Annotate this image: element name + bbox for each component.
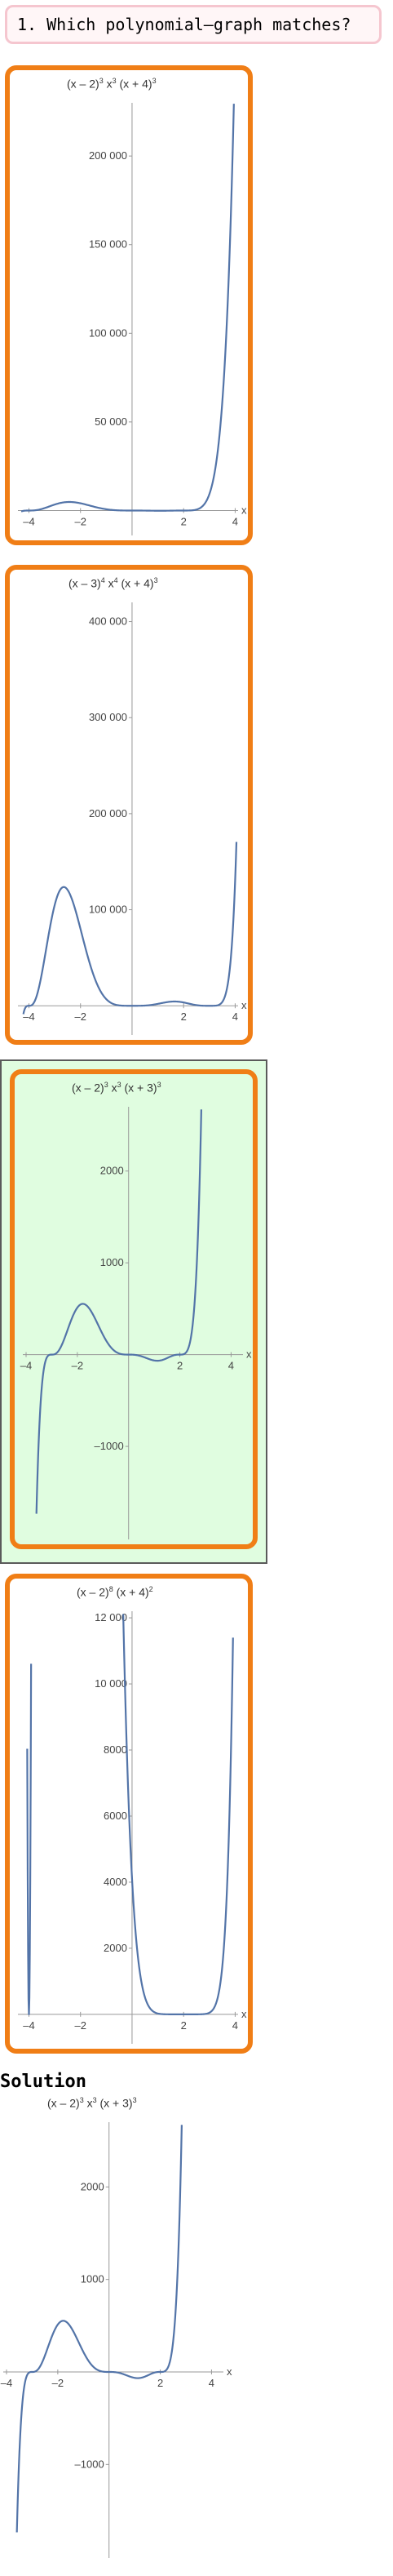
x-tick-label: –2 bbox=[74, 2019, 86, 2032]
y-tick-label: 400 000 bbox=[89, 615, 127, 628]
x-axis-label: x bbox=[246, 1348, 252, 1361]
y-tick-label: –1000 bbox=[75, 2458, 104, 2470]
option-2-formula: (x – 3)4 x4 (x + 4)3 bbox=[68, 576, 158, 590]
y-tick-label: 200 000 bbox=[89, 807, 127, 819]
option-4-graph: –4 –2 2 4x 2000 4000 6000 8000 10 000 12 000 bbox=[18, 1611, 247, 2044]
option-3-graph: –4 –2 2 4x –1000 1000 2000 bbox=[20, 1107, 252, 1539]
x-tick-label: 2 bbox=[157, 2377, 163, 2389]
y-tick-label: 50 000 bbox=[95, 415, 127, 428]
y-tick-label: –1000 bbox=[95, 1440, 124, 1452]
y-tick-label: 2000 bbox=[81, 2180, 104, 2192]
y-tick-label: 100 000 bbox=[89, 904, 127, 916]
y-tick-label: 1000 bbox=[81, 2273, 104, 2285]
answer-option-3[interactable]: (x – 2)3 x3 (x + 3)3 –4 –2 2 4 x –1000 1000 200… bbox=[10, 1069, 258, 1549]
x-tick-label: 4 bbox=[232, 515, 238, 527]
option-1-graph: –4 –2 2 4x 50 000 100 000 150 000 200 000 bbox=[18, 103, 247, 535]
polynomial-curve bbox=[22, 842, 238, 1015]
y-tick-label: 2000 bbox=[100, 1165, 124, 1177]
y-tick-label: 1000 bbox=[100, 1256, 124, 1268]
solution-heading: Solution bbox=[0, 2072, 86, 2092]
x-axis-label: x bbox=[241, 999, 247, 1011]
option-1-formula: (x – 2)3 x3 (x + 4)3 bbox=[67, 77, 157, 91]
solution-graph: –4 –2 2 4 x –1000 1000 2000 bbox=[1, 2122, 232, 2558]
answer-option-1[interactable]: (x – 2)3 x3 (x + 4)3 –4 –2 2 4 x 50 000 100 00… bbox=[5, 65, 253, 545]
polynomial-curve bbox=[35, 1109, 202, 1514]
x-tick-label: –2 bbox=[74, 1010, 86, 1023]
x-tick-label: –4 bbox=[1, 2377, 12, 2389]
y-tick-label: 100 000 bbox=[89, 326, 127, 339]
y-tick-label: 200 000 bbox=[89, 149, 127, 162]
y-tick-label: 300 000 bbox=[89, 711, 127, 723]
x-tick-label: 2 bbox=[181, 2019, 187, 2032]
solution-formula: (x – 2)3 x3 (x + 3)3 bbox=[47, 2096, 137, 2110]
question-prompt: 1. Which polynomial–graph matches? bbox=[5, 5, 382, 44]
x-axis-label: x bbox=[241, 504, 247, 516]
x-axis-label: x bbox=[227, 2365, 232, 2378]
x-tick-label: –2 bbox=[52, 2377, 64, 2389]
y-tick-label: 150 000 bbox=[89, 238, 127, 251]
answer-option-4[interactable]: (x – 2)8 (x + 4)2 –4 –2 2 4 x 2000 4000 6000 800… bbox=[5, 1574, 253, 2054]
x-tick-label: 4 bbox=[232, 1010, 238, 1023]
x-tick-label: –2 bbox=[74, 515, 86, 527]
x-tick-label: 4 bbox=[228, 1360, 234, 1372]
y-tick-label: 2000 bbox=[104, 1942, 127, 1954]
x-axis-label: x bbox=[241, 2008, 247, 2020]
x-tick-label: –4 bbox=[20, 1360, 32, 1372]
x-tick-label: 4 bbox=[232, 2019, 238, 2032]
answer-option-2[interactable]: (x – 3)4 x4 (x + 4)3 –4 –2 2 4 x 100 000 200 0… bbox=[5, 565, 253, 1045]
x-tick-label: 2 bbox=[177, 1360, 183, 1372]
x-tick-label: –2 bbox=[72, 1360, 83, 1372]
y-tick-label: 6000 bbox=[104, 1810, 127, 1822]
polynomial-curve bbox=[26, 1614, 234, 2015]
x-tick-label: 2 bbox=[181, 1010, 187, 1023]
x-tick-label: –4 bbox=[23, 1010, 34, 1023]
y-tick-label: 12 000 bbox=[95, 1611, 127, 1623]
x-tick-label: 2 bbox=[181, 515, 187, 527]
option-4-formula: (x – 2)8 (x + 4)2 bbox=[77, 1585, 153, 1599]
y-tick-label: 10 000 bbox=[95, 1677, 127, 1690]
polynomial-curve bbox=[15, 2125, 183, 2533]
option-3-formula: (x – 2)3 x3 (x + 3)3 bbox=[72, 1081, 161, 1095]
y-tick-label: 4000 bbox=[104, 1876, 127, 1888]
polynomial-curve bbox=[20, 104, 235, 513]
x-tick-label: –4 bbox=[23, 2019, 34, 2032]
x-tick-label: –4 bbox=[23, 515, 34, 527]
x-tick-label: 4 bbox=[209, 2377, 214, 2389]
y-tick-label: 8000 bbox=[104, 1743, 127, 1756]
option-2-graph: –4 –2 2 4x 100 000 200 000 300 000 400 000 bbox=[18, 602, 247, 1035]
